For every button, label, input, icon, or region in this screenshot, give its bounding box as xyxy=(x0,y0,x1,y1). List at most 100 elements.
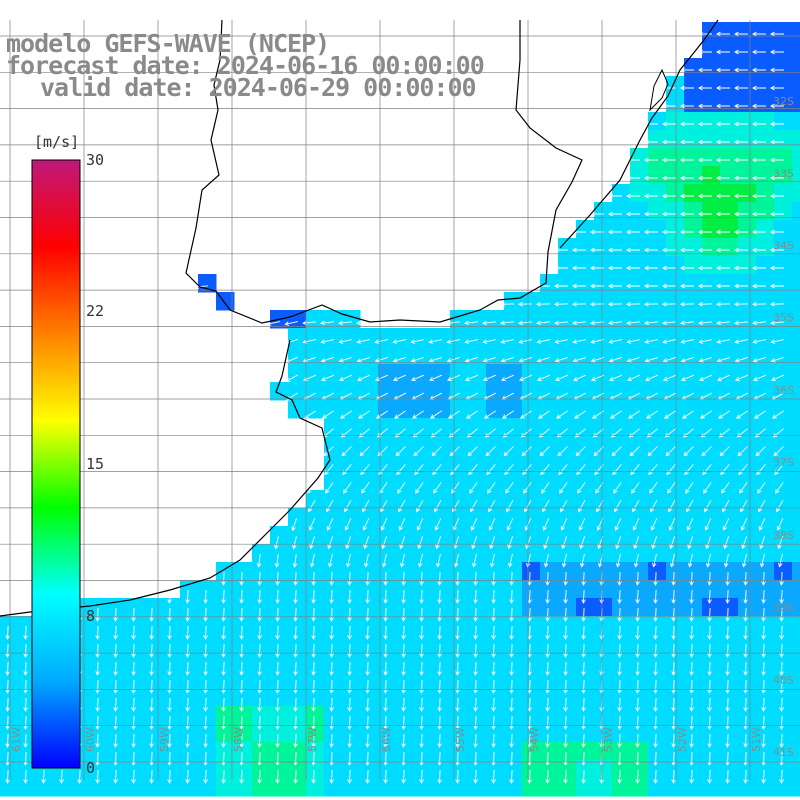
wind-speed-cell xyxy=(504,328,523,347)
wind-arrow xyxy=(419,697,424,712)
wind-arrow xyxy=(221,625,226,640)
wind-speed-cell xyxy=(540,508,559,527)
wind-arrow xyxy=(632,517,640,531)
wind-speed-cell xyxy=(540,544,559,563)
wind-speed-cell xyxy=(540,778,559,797)
wind-speed-cell xyxy=(522,562,541,581)
wind-speed-cell xyxy=(252,742,271,761)
wind-arrow xyxy=(707,733,712,748)
wind-speed-cell xyxy=(756,202,775,221)
wind-arrow xyxy=(401,697,406,712)
wind-arrow xyxy=(446,320,461,326)
wind-speed-cell xyxy=(108,670,127,689)
wind-speed-cell xyxy=(792,184,800,203)
wind-arrow xyxy=(413,446,424,457)
wind-arrow xyxy=(5,661,10,676)
wind-arrow xyxy=(203,769,208,784)
wind-arrow xyxy=(343,482,352,494)
wind-speed-cell xyxy=(666,580,685,599)
wind-arrow xyxy=(449,446,460,457)
wind-arrow xyxy=(631,482,640,494)
wind-arrow xyxy=(239,751,244,766)
wind-speed-cell xyxy=(738,472,757,491)
wind-speed-cell xyxy=(792,22,800,41)
wind-speed-cell xyxy=(594,418,613,437)
wind-speed-cell xyxy=(666,328,685,347)
wind-speed-cell xyxy=(540,490,559,509)
wind-speed-cell xyxy=(648,634,667,653)
wind-speed-cell xyxy=(486,598,505,617)
wind-arrow xyxy=(311,625,316,640)
wind-speed-cell xyxy=(414,706,433,725)
wind-speed-cell xyxy=(756,724,775,743)
wind-speed-cell xyxy=(630,670,649,689)
colorbar-unit: [m/s] xyxy=(34,133,80,151)
wind-arrow xyxy=(581,679,586,694)
wind-speed-cell xyxy=(468,562,487,581)
wind-speed-cell xyxy=(612,346,631,365)
wind-speed-cell xyxy=(432,436,451,455)
wind-arrow xyxy=(149,733,154,748)
wind-speed-cell xyxy=(126,598,145,617)
wind-speed-cell xyxy=(630,616,649,635)
wind-arrow xyxy=(309,553,315,568)
wind-arrow xyxy=(500,356,515,363)
wind-arrow xyxy=(689,733,694,748)
wind-arrow xyxy=(716,265,730,271)
wind-speed-cell xyxy=(396,382,415,401)
wind-speed-cell xyxy=(612,328,631,347)
wind-arrow xyxy=(347,643,352,658)
wind-speed-cell xyxy=(90,706,109,725)
wind-arrow xyxy=(716,157,730,163)
wind-arrow xyxy=(257,589,262,604)
wind-arrow xyxy=(437,643,442,658)
wind-arrow xyxy=(521,446,532,457)
wind-speed-cell xyxy=(720,580,739,599)
wind-arrow xyxy=(307,482,316,494)
wind-arrow xyxy=(329,607,334,622)
wind-arrow xyxy=(185,697,190,712)
wind-arrow xyxy=(752,49,766,55)
wind-speed-cell xyxy=(90,778,109,797)
wind-speed-cell xyxy=(558,454,577,473)
wind-arrow xyxy=(617,607,622,622)
wind-arrow xyxy=(419,715,424,730)
wind-arrow xyxy=(626,247,640,253)
wind-speed-cell xyxy=(504,616,523,635)
wind-arrow xyxy=(473,625,478,640)
wind-arrow xyxy=(662,374,677,382)
wind-arrow xyxy=(329,643,334,658)
wind-speed-cell xyxy=(450,742,469,761)
wind-speed-cell xyxy=(576,346,595,365)
wind-arrow xyxy=(626,301,641,307)
wind-arrow xyxy=(734,31,748,37)
wind-speed-cell xyxy=(396,616,415,635)
wind-speed-cell xyxy=(720,562,739,581)
wind-speed-cell xyxy=(774,634,793,653)
wind-speed-cell xyxy=(270,778,289,797)
wind-arrow xyxy=(398,500,406,513)
wind-speed-cell xyxy=(792,364,800,383)
wind-arrow xyxy=(662,283,676,289)
wind-speed-cell xyxy=(576,508,595,527)
wind-arrow xyxy=(275,751,280,766)
wind-arrow xyxy=(365,715,370,730)
wind-speed-cell xyxy=(738,382,757,401)
wind-speed-cell xyxy=(522,508,541,527)
wind-arrow xyxy=(707,697,712,712)
wind-arrow xyxy=(644,339,659,344)
wind-speed-cell xyxy=(90,634,109,653)
wind-arrow xyxy=(779,733,784,748)
wind-speed-cell xyxy=(450,544,469,563)
wind-arrow xyxy=(23,679,28,694)
wind-arrow xyxy=(770,265,784,271)
wind-speed-cell xyxy=(486,418,505,437)
wind-arrow xyxy=(417,553,423,568)
wind-arrow xyxy=(284,338,299,345)
wind-arrow xyxy=(275,769,280,784)
wind-speed-cell xyxy=(324,310,343,329)
wind-arrow xyxy=(509,625,514,640)
wind-arrow xyxy=(722,500,730,513)
wind-speed-cell xyxy=(288,580,307,599)
wind-arrow xyxy=(329,625,334,640)
